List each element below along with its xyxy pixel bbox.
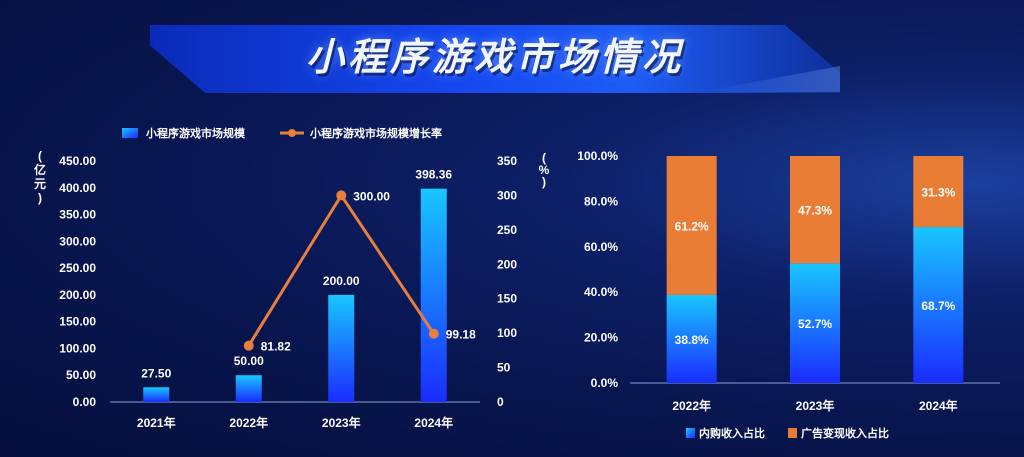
growth-point: [243, 340, 254, 351]
share-category-label: 2024年: [919, 398, 958, 413]
share-tick-label: 80.0%: [584, 194, 618, 208]
left-tick-label: 150.00: [59, 315, 96, 329]
share-ads-label: 61.2%: [675, 219, 709, 233]
left-axis-unit: 元: [34, 177, 46, 191]
right-tick-label: 0: [497, 395, 504, 409]
right-axis-unit: %: [539, 163, 550, 177]
right-tick-label: 250: [497, 223, 517, 237]
bar-value-label: 398.36: [415, 168, 452, 182]
left-tick-label: 450.00: [59, 154, 96, 168]
page-title: 小程序游戏市场情况: [305, 37, 684, 79]
right-axis-unit: (: [542, 151, 546, 165]
bar-value-label: 200.00: [323, 274, 360, 288]
right-tick-label: 350: [497, 154, 517, 168]
share-tick-label: 20.0%: [584, 331, 618, 345]
left-tick-label: 400.00: [59, 181, 96, 195]
share-tick-label: 60.0%: [584, 240, 618, 254]
market-size-chart: 小程序游戏市场规模 小程序游戏市场规模增长率(亿元)(%)0.0050.00100…: [34, 126, 550, 430]
share-bar-inapp: [790, 263, 840, 383]
left-axis-unit: 亿: [34, 162, 46, 177]
left-tick-label: 50.00: [66, 368, 96, 382]
category-label: 2024年: [414, 415, 453, 430]
right-axis-unit: ): [542, 175, 546, 189]
left-tick-label: 200.00: [59, 288, 96, 302]
bar: [143, 387, 170, 402]
growth-value-label: 81.82: [261, 340, 291, 354]
share-inapp-label: 52.7%: [798, 317, 832, 331]
share-ads-label: 31.3%: [921, 186, 955, 200]
bar: [420, 188, 447, 402]
left-tick-label: 300.00: [59, 234, 96, 248]
right-tick-label: 50: [497, 361, 511, 375]
share-bar-inapp: [666, 294, 717, 383]
left-tick-label: 250.00: [59, 261, 96, 275]
bar: [328, 294, 355, 402]
share-ads-label: 47.3%: [798, 204, 832, 218]
left-axis-unit: ): [38, 191, 42, 205]
share-category-label: 2023年: [796, 398, 835, 413]
legend-label-line: 小程序游戏市场规模增长率: [309, 126, 442, 140]
right-tick-label: 150: [497, 292, 517, 306]
revenue-share-chart: 0.0% 20.0% 40.0% 60.0% 80.0% 100.0% 38.8% 61.2%…: [577, 149, 1000, 440]
right-tick-label: 300: [497, 188, 517, 202]
growth-value-label: 300.00: [353, 189, 390, 203]
share-bar-inapp: [913, 227, 964, 383]
legend-swatch-bar: [122, 128, 138, 138]
category-label: 2021年: [137, 415, 176, 430]
share-category-label: 2022年: [672, 398, 711, 413]
bar-value-label: 50.00: [234, 354, 264, 368]
legend-label-bar: 小程序游戏市场规模: [145, 126, 246, 140]
growth-point: [336, 190, 347, 201]
left-tick-label: 100.00: [59, 341, 96, 355]
category-label: 2023年: [322, 415, 361, 430]
growth-value-label: 99.18: [446, 328, 476, 342]
share-legend-label-inapp: 内购收入占比: [699, 426, 765, 440]
share-tick-label: 100.0%: [577, 149, 618, 163]
legend-marker-line: [288, 129, 296, 137]
share-inapp-label: 68.7%: [921, 299, 955, 313]
share-legend-swatch-inapp: [686, 428, 695, 438]
right-tick-label: 100: [497, 326, 517, 340]
left-tick-label: 0.00: [73, 395, 97, 409]
title-banner: [150, 25, 840, 93]
bar: [235, 375, 262, 402]
share-tick-label: 40.0%: [584, 285, 618, 299]
share-legend-swatch-ads: [788, 428, 797, 438]
category-label: 2022年: [229, 415, 268, 430]
left-axis-unit: (: [38, 149, 42, 163]
share-bar-ads: [666, 156, 717, 295]
bar-value-label: 27.50: [141, 366, 171, 380]
left-tick-label: 350.00: [59, 208, 96, 222]
right-tick-label: 200: [497, 257, 517, 271]
share-bar-ads: [790, 156, 840, 264]
share-tick-label: 0.0%: [591, 376, 619, 390]
share-bar-ads: [913, 156, 964, 228]
share-legend-label-ads: 广告变现收入占比: [801, 426, 889, 440]
growth-point: [428, 328, 439, 339]
share-inapp-label: 38.8%: [675, 333, 709, 347]
